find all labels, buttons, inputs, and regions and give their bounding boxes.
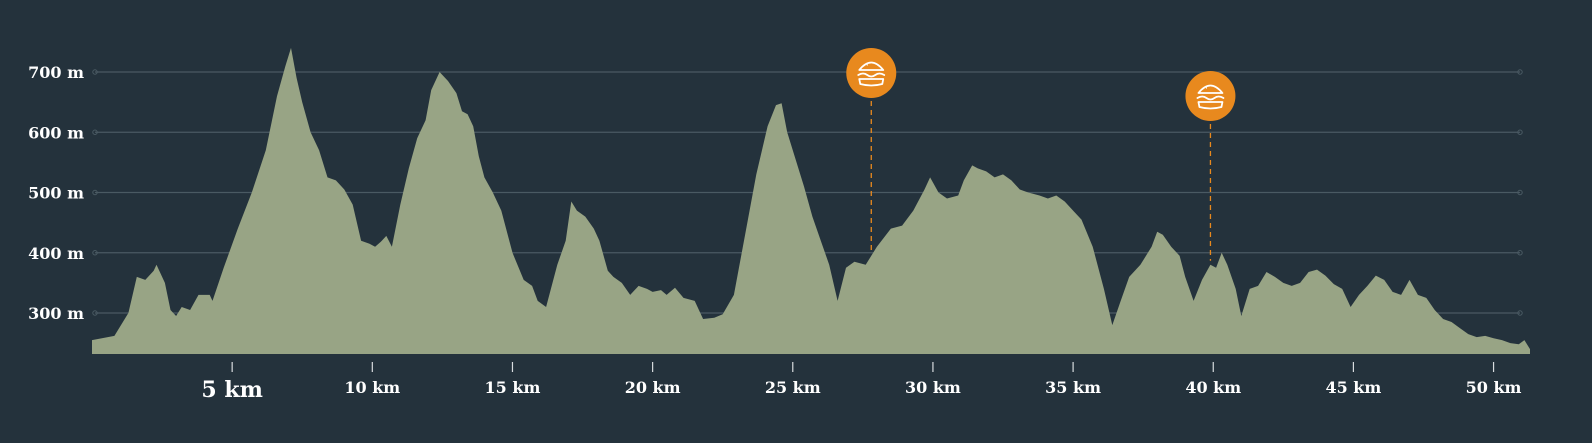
burger-bun-top <box>1197 84 1224 94</box>
y-tick-label: 600 m <box>28 123 84 142</box>
burger-lettuce <box>1196 95 1225 101</box>
y-tick-label: 700 m <box>28 63 84 82</box>
x-tick-label: 40 km <box>1185 378 1241 397</box>
x-tick-label: 30 km <box>905 378 961 397</box>
elevation-area <box>92 47 1530 355</box>
gridline-end-dot <box>1517 129 1523 135</box>
x-axis: 5 km 10 km 15 km 20 km 25 km 30 km 35 km 40 km 4… <box>201 362 1522 403</box>
marker-circle[interactable] <box>1185 71 1236 121</box>
burger-icon <box>857 61 886 87</box>
x-tick-label: 5 km <box>201 377 263 403</box>
burger-seed <box>1212 85 1215 87</box>
gridline-end-dot <box>1517 250 1523 256</box>
x-tick-label: 20 km <box>625 378 681 397</box>
y-tick-label: 300 m <box>28 304 84 323</box>
y-tick-label: 500 m <box>28 184 84 203</box>
burger-icon <box>1196 84 1225 110</box>
marker-food-stop[interactable] <box>1185 71 1236 261</box>
marker-food-stop[interactable] <box>846 48 897 252</box>
burger-seed <box>1205 87 1208 89</box>
gridline-start-dot <box>92 310 98 316</box>
y-tick-label: 400 m <box>28 244 84 263</box>
x-tick-label: 15 km <box>485 378 541 397</box>
stop-markers <box>846 48 1236 261</box>
x-tick-label: 35 km <box>1045 378 1101 397</box>
gridline-end-dot <box>1517 69 1523 75</box>
x-tick-label: 10 km <box>344 378 400 397</box>
gridline-end-dot <box>1517 189 1523 196</box>
x-tick-label: 50 km <box>1466 378 1522 397</box>
gridline-start-dot <box>92 69 98 75</box>
burger-bun-top <box>858 61 885 71</box>
gridline-start-dot <box>92 250 98 256</box>
y-axis: 300 m 400 m 500 m 600 m 700 m <box>28 63 84 323</box>
burger-lettuce <box>857 72 886 78</box>
gridline-start-dot <box>92 129 98 135</box>
burger-seed <box>866 64 868 66</box>
x-tick-label: 25 km <box>765 378 821 397</box>
marker-circle[interactable] <box>846 48 897 98</box>
burger-seed <box>873 62 875 64</box>
x-tick-label: 45 km <box>1325 378 1381 397</box>
gridline-start-dot <box>92 189 98 196</box>
burger-bun-bottom <box>1197 101 1224 110</box>
gridline-end-dot <box>1517 310 1523 316</box>
burger-bun-bottom <box>858 78 885 87</box>
